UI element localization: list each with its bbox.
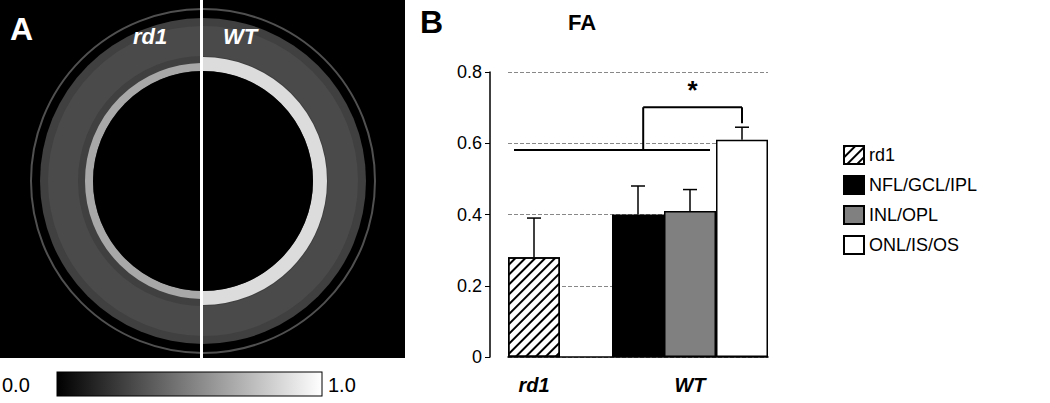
svg-text:rd1: rd1 (518, 374, 549, 396)
svg-text:rd1: rd1 (133, 24, 167, 49)
svg-text:WT: WT (223, 24, 259, 49)
svg-text:B: B (420, 4, 443, 40)
svg-text:0.2: 0.2 (457, 276, 482, 296)
svg-text:A: A (10, 11, 33, 47)
svg-text:*: * (688, 75, 699, 105)
svg-text:NFL/GCL/IPL: NFL/GCL/IPL (869, 175, 977, 195)
svg-text:0.8: 0.8 (457, 62, 482, 82)
svg-text:0.0: 0.0 (2, 374, 30, 396)
svg-text:0.4: 0.4 (457, 205, 482, 225)
svg-text:INL/OPL: INL/OPL (869, 205, 938, 225)
svg-text:FA: FA (568, 10, 596, 35)
svg-text:0.6: 0.6 (457, 133, 482, 153)
svg-text:0: 0 (472, 347, 482, 367)
svg-text:1.0: 1.0 (328, 374, 356, 396)
svg-text:rd1: rd1 (869, 145, 895, 165)
svg-text:WT: WT (674, 374, 707, 396)
svg-text:ONL/IS/OS: ONL/IS/OS (869, 235, 959, 255)
